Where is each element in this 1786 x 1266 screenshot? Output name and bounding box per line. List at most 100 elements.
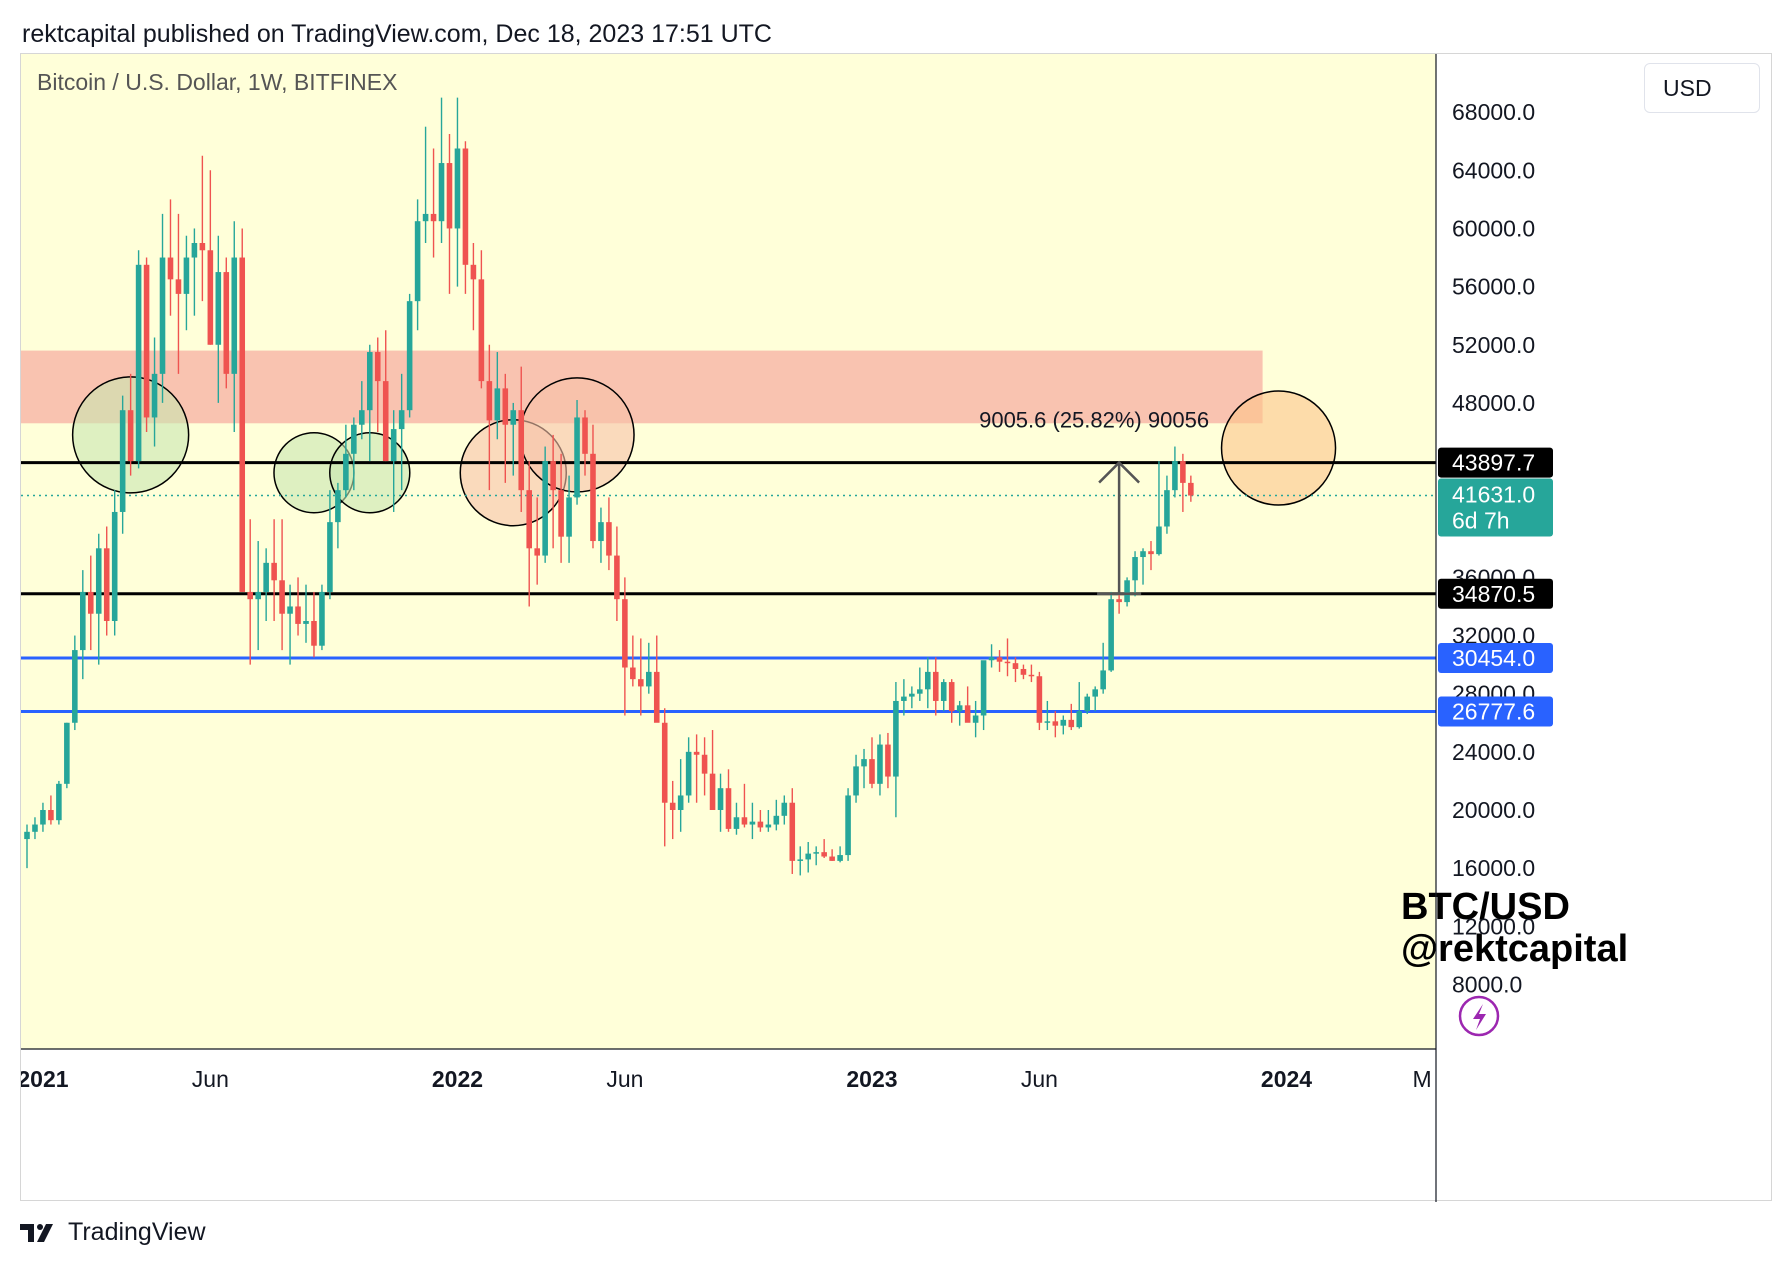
candle-body[interactable] <box>877 744 883 784</box>
candle-body[interactable] <box>239 257 246 592</box>
candle-body[interactable] <box>725 788 732 829</box>
candle-body[interactable] <box>542 461 548 556</box>
candle-body[interactable] <box>550 461 556 491</box>
candle-body[interactable] <box>638 679 644 687</box>
candle-body[interactable] <box>574 417 580 498</box>
candle-body[interactable] <box>924 671 931 690</box>
candle-body[interactable] <box>127 410 134 462</box>
candle-body[interactable] <box>630 667 636 680</box>
candle-body[interactable] <box>470 264 477 280</box>
candle-body[interactable] <box>518 410 525 491</box>
candle-body[interactable] <box>526 490 533 549</box>
candle-body[interactable] <box>606 522 612 556</box>
candle-body[interactable] <box>327 522 333 592</box>
candle-body[interactable] <box>311 621 317 646</box>
candle-body[interactable] <box>215 272 222 345</box>
candle-body[interactable] <box>207 250 214 345</box>
candle-body[interactable] <box>103 548 110 621</box>
candle-body[interactable] <box>223 272 230 374</box>
candle-body[interactable] <box>32 824 38 832</box>
candle-body[interactable] <box>1020 668 1027 675</box>
candle-body[interactable] <box>1148 551 1154 555</box>
candle-body[interactable] <box>590 453 596 542</box>
candle-body[interactable] <box>502 388 509 425</box>
candle-body[interactable] <box>988 657 995 661</box>
candle-body[interactable] <box>1044 721 1051 723</box>
candle-body[interactable] <box>48 810 54 821</box>
candle-body[interactable] <box>271 562 277 581</box>
candle-body[interactable] <box>765 824 772 828</box>
candle-body[interactable] <box>1012 663 1019 669</box>
candle-body[interactable] <box>614 555 620 600</box>
candle-body[interactable] <box>72 650 78 723</box>
candle-body[interactable] <box>119 410 126 512</box>
candle-body[interactable] <box>438 163 445 222</box>
candle-body[interactable] <box>813 852 819 854</box>
candle-body[interactable] <box>199 243 206 251</box>
candle-body[interactable] <box>741 817 748 825</box>
candle-body[interactable] <box>406 301 413 411</box>
candle-body[interactable] <box>653 671 660 723</box>
candle-body[interactable] <box>845 795 851 856</box>
candle-body[interactable] <box>685 751 692 796</box>
candle-body[interactable] <box>319 591 325 646</box>
candle-body[interactable] <box>454 148 461 229</box>
candle-body[interactable] <box>956 705 963 712</box>
candle-body[interactable] <box>359 410 365 425</box>
candle-body[interactable] <box>1124 580 1130 603</box>
candle-body[interactable] <box>295 606 301 624</box>
candle-body[interactable] <box>24 831 30 840</box>
candle-body[interactable] <box>940 682 947 701</box>
candle-body[interactable] <box>1132 557 1138 581</box>
candle-body[interactable] <box>183 257 190 294</box>
candle-body[interactable] <box>1156 526 1162 555</box>
candle-body[interactable] <box>390 429 397 462</box>
candle-body[interactable] <box>111 511 118 621</box>
candle-body[interactable] <box>167 257 174 280</box>
candle-body[interactable] <box>829 856 835 861</box>
candle-body[interactable] <box>1084 696 1091 712</box>
candle-body[interactable] <box>1060 719 1067 726</box>
candle-body[interactable] <box>598 522 604 542</box>
candle-body[interactable] <box>80 591 86 651</box>
candle-body[interactable] <box>901 696 907 701</box>
candle-body[interactable] <box>749 821 756 825</box>
candle-body[interactable] <box>821 852 827 857</box>
candle-body[interactable] <box>1092 689 1098 697</box>
candle-body[interactable] <box>534 548 540 556</box>
candle-body[interactable] <box>797 859 804 861</box>
candle-body[interactable] <box>40 810 46 825</box>
candle-body[interactable] <box>1172 461 1178 491</box>
candle-body[interactable] <box>893 700 899 777</box>
candle-body[interactable] <box>414 221 421 302</box>
candle-body[interactable] <box>972 715 979 723</box>
candle-body[interactable] <box>351 424 357 454</box>
candle-body[interactable] <box>478 279 485 382</box>
candle-body[interactable] <box>191 243 198 258</box>
candle-body[interactable] <box>1068 719 1075 728</box>
candle-body[interactable] <box>669 802 676 810</box>
candle-body[interactable] <box>853 766 859 796</box>
candle-body[interactable] <box>446 163 453 229</box>
candle-body[interactable] <box>773 815 780 825</box>
candle-body[interactable] <box>422 213 429 222</box>
candle-body[interactable] <box>135 264 142 462</box>
candle-body[interactable] <box>1100 670 1106 690</box>
candle-body[interactable] <box>64 722 70 784</box>
price-chart[interactable]: 9005.6 (25.82%) 90056 Bitcoin / U.S. Doll… <box>21 54 1773 1202</box>
candle-body[interactable] <box>56 783 62 821</box>
candle-body[interactable] <box>733 817 740 829</box>
candle-body[interactable] <box>247 591 253 600</box>
candle-body[interactable] <box>398 410 405 430</box>
candle-body[interactable] <box>622 599 628 668</box>
candle-body[interactable] <box>263 562 269 592</box>
candle-body[interactable] <box>717 788 724 810</box>
candle-body[interactable] <box>374 352 381 382</box>
candle-body[interactable] <box>462 148 469 265</box>
candle-body[interactable] <box>996 657 1003 662</box>
candle-body[interactable] <box>343 453 349 491</box>
candle-body[interactable] <box>932 671 939 701</box>
candle-body[interactable] <box>1116 599 1122 603</box>
candle-body[interactable] <box>494 388 501 421</box>
candle-body[interactable] <box>159 257 166 374</box>
